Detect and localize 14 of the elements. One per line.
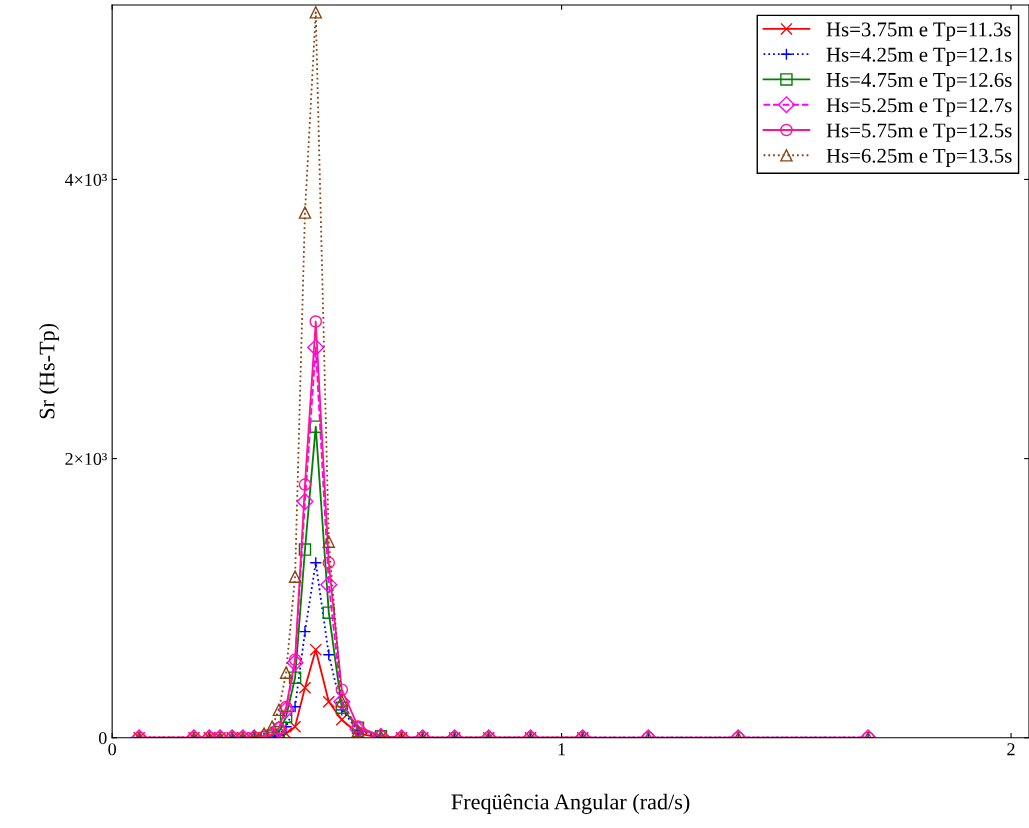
x-axis-title: Freqüência Angular (rad/s) [451,793,690,814]
y-tick-label: 2×10³ [65,452,107,466]
y-axis-title: Sr (Hs-Tp) [38,323,60,419]
legend-label: Hs=3.75m e Tp=11.3s [826,22,1011,41]
y-tick-label: 4×10³ [64,173,107,186]
x-tick-label: 2 [1007,743,1015,756]
x-tick-label: 0 [108,743,116,756]
legend-label: Hs=5.75m e Tp=12.5s [826,123,1012,142]
y-tick-label: 0 [98,732,107,745]
x-tick-label: 1 [558,743,566,756]
legend-label: Hs=6.25m e Tp=13.5s [826,148,1012,168]
legend-label: Hs=4.75m e Tp=12.6s [826,72,1012,92]
legend-label: Hs=4.25m e Tp=12.1s [826,47,1012,66]
legend-label: Hs=5.25m e Tp=12.7s [826,98,1012,117]
